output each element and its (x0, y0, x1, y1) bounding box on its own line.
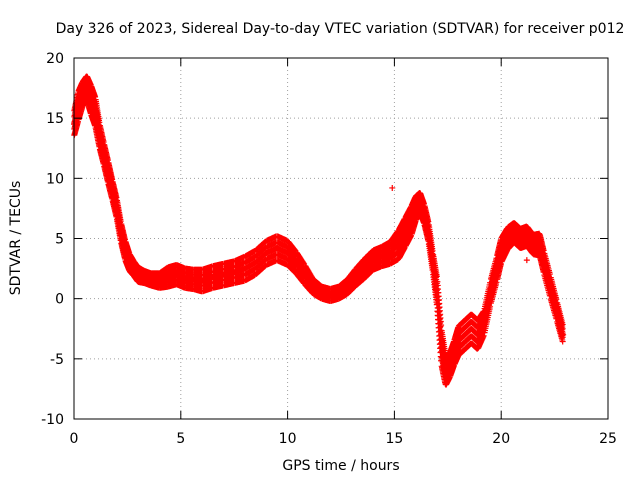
data-point (100, 139, 107, 146)
data-points (71, 73, 567, 388)
data-point (113, 194, 120, 201)
x-tick-label: 0 (70, 431, 79, 447)
data-point (109, 176, 116, 183)
y-tick-label: 15 (46, 111, 64, 127)
y-tick-label: 5 (55, 232, 64, 248)
x-axis-title: GPS time / hours (282, 458, 399, 474)
y-tick-label: -10 (41, 412, 64, 428)
y-tick-label: -5 (50, 352, 64, 368)
data-point (92, 93, 99, 100)
x-tick-label: 10 (279, 431, 297, 447)
y-tick-label: 20 (46, 51, 64, 67)
x-tick-label: 25 (599, 431, 617, 447)
chart-title: Day 326 of 2023, Sidereal Day-to-day VTE… (56, 21, 625, 37)
y-tick-label: 0 (55, 292, 64, 308)
x-tick-label: 5 (176, 431, 185, 447)
data-point (104, 157, 111, 164)
y-tick-label: 10 (46, 171, 64, 187)
outlier-point (523, 257, 530, 264)
y-axis-title: SDTVAR / TECUs (8, 181, 24, 296)
data-point (96, 119, 103, 126)
data-point (117, 218, 124, 225)
x-tick-label: 20 (492, 431, 510, 447)
x-tick-label: 15 (385, 431, 403, 447)
gridlines (74, 58, 608, 419)
